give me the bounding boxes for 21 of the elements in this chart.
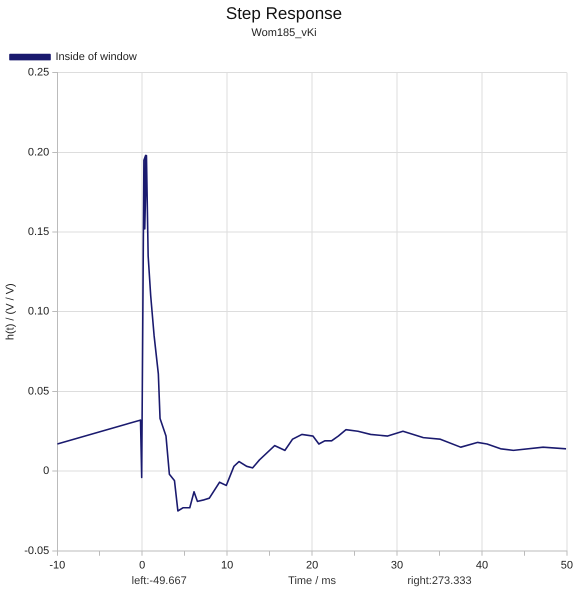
legend-label: Inside of window [56,51,137,64]
x-tick-label: -10 [49,559,66,572]
y-tick-label: 0.20 [28,146,50,158]
y-tick-label: 0 [43,465,50,478]
y-tick-label: 0.25 [28,66,50,79]
y-tick-label: 0.05 [28,385,50,398]
y-tick-label: 0.10 [28,306,50,318]
text: right:273.333 [407,575,472,588]
y-axis-title: h(t) / (V / V) [4,283,17,340]
x-tick-label: 30 [390,559,404,572]
x-tick-label: 0 [139,559,146,572]
x-tick-label: 40 [476,559,488,572]
chart-subtitle: Wom185_vKi [251,27,317,40]
text: left:-49.667 [132,575,187,588]
x-tick-label: 10 [221,559,234,572]
chart-title: Step Response [226,4,342,23]
x-tick-label: 50 [560,559,574,572]
y-tick-label: -0.05 [24,544,50,557]
y-tick-label: 0.15 [28,226,50,238]
x-tick-label: 20 [306,559,318,572]
x-axis-title: Time / ms [288,575,337,588]
